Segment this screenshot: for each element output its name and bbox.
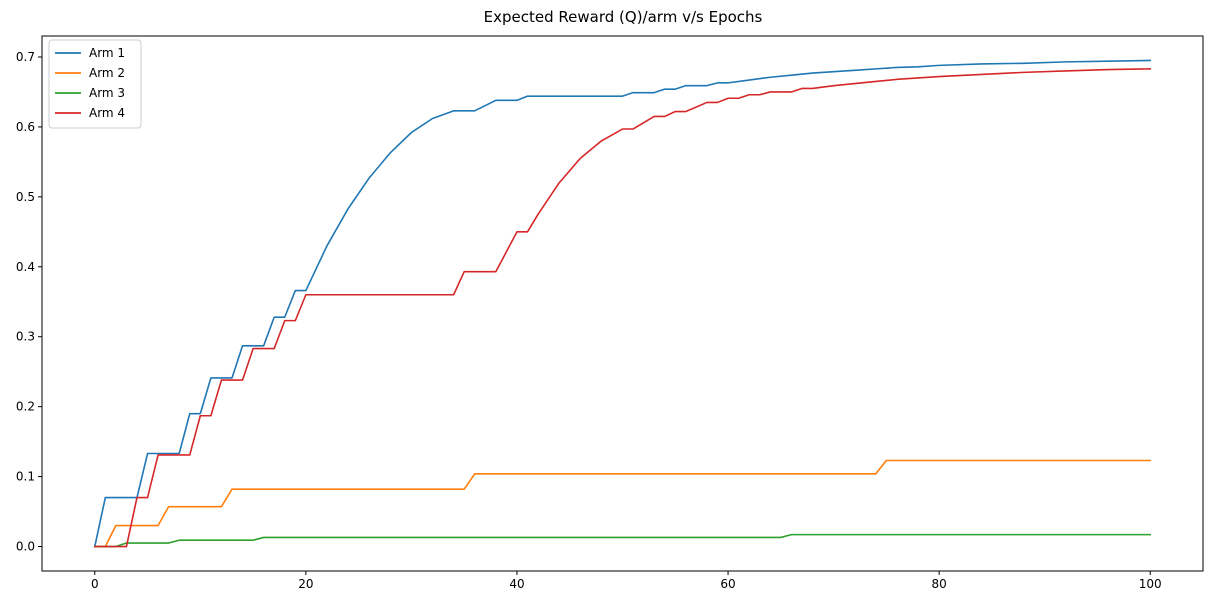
plot-frame — [41, 35, 1204, 572]
y-tick-label: 0.5 — [16, 190, 35, 204]
y-tick-label: 0.7 — [16, 50, 35, 64]
series-line-arm-1 — [93, 59, 1152, 548]
y-axis: 0.0 0.1 0.2 0.3 0.4 0.5 0.6 0.7 — [16, 50, 42, 554]
series-line-arm-3 — [93, 533, 1152, 548]
legend-label-arm-4: Arm 4 — [89, 106, 125, 120]
x-tick-label: 80 — [931, 577, 946, 591]
y-tick-label: 0.3 — [16, 330, 35, 344]
y-tick-label: 0.1 — [16, 470, 35, 484]
legend-box — [48, 39, 142, 129]
x-tick-label: 60 — [720, 577, 735, 591]
series-layer — [93, 59, 1152, 548]
y-tick-label: 0.2 — [16, 400, 35, 414]
x-tick-label: 40 — [509, 577, 524, 591]
legend-label-arm-1: Arm 1 — [89, 46, 125, 60]
y-tick-label: 0.4 — [16, 260, 35, 274]
x-tick-label: 20 — [298, 577, 313, 591]
x-axis: 0 20 40 60 80 100 — [91, 571, 1162, 591]
chart-title: Expected Reward (Q)/arm v/s Epochs — [484, 8, 763, 26]
x-tick-label: 0 — [91, 577, 99, 591]
series-line-arm-4 — [93, 68, 1152, 548]
legend-label-arm-3: Arm 3 — [89, 86, 125, 100]
y-tick-label: 0.6 — [16, 120, 35, 134]
x-tick-label: 100 — [1139, 577, 1162, 591]
series-line-arm-2 — [93, 459, 1152, 548]
y-tick-label: 0.0 — [16, 540, 35, 554]
legend: Arm 1 Arm 2 Arm 3 Arm 4 — [48, 39, 142, 129]
legend-label-arm-2: Arm 2 — [89, 66, 125, 80]
